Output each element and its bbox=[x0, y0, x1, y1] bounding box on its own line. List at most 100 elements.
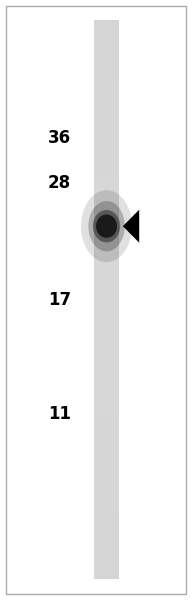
Bar bbox=[94, 562, 119, 568]
Bar bbox=[94, 127, 119, 133]
Bar bbox=[94, 406, 119, 412]
Bar bbox=[94, 389, 119, 395]
Bar bbox=[94, 271, 119, 278]
Bar bbox=[94, 367, 119, 373]
Bar bbox=[94, 71, 119, 77]
Bar bbox=[94, 333, 119, 339]
Bar bbox=[94, 65, 119, 71]
Bar bbox=[94, 98, 119, 104]
Bar bbox=[94, 82, 119, 88]
Bar bbox=[94, 210, 119, 216]
Bar bbox=[94, 215, 119, 222]
Bar bbox=[94, 372, 119, 378]
Bar bbox=[94, 411, 119, 417]
Bar bbox=[94, 288, 119, 295]
Bar bbox=[94, 450, 119, 456]
Bar bbox=[94, 472, 119, 479]
Bar bbox=[94, 221, 119, 227]
Bar bbox=[94, 188, 119, 194]
Bar bbox=[94, 121, 119, 127]
Bar bbox=[94, 528, 119, 535]
Bar bbox=[94, 338, 119, 344]
Bar bbox=[94, 377, 119, 384]
Bar bbox=[94, 88, 119, 94]
Bar bbox=[94, 255, 119, 261]
Bar bbox=[94, 182, 119, 188]
Ellipse shape bbox=[96, 214, 117, 238]
Bar bbox=[94, 199, 119, 205]
Bar bbox=[94, 517, 119, 523]
Bar bbox=[94, 489, 119, 496]
Bar bbox=[94, 249, 119, 256]
Bar bbox=[94, 467, 119, 473]
Bar bbox=[94, 445, 119, 451]
Bar bbox=[94, 573, 119, 579]
Bar bbox=[94, 299, 119, 305]
Bar bbox=[94, 551, 119, 557]
Bar bbox=[94, 115, 119, 121]
Bar bbox=[94, 266, 119, 272]
Bar bbox=[94, 556, 119, 562]
Bar bbox=[94, 539, 119, 545]
Bar bbox=[94, 137, 119, 144]
Bar bbox=[94, 350, 119, 356]
Bar bbox=[94, 567, 119, 574]
Bar bbox=[94, 37, 119, 43]
Bar bbox=[94, 54, 119, 60]
Bar bbox=[94, 545, 119, 551]
Bar bbox=[94, 422, 119, 428]
Bar bbox=[94, 244, 119, 250]
Bar bbox=[94, 166, 119, 172]
Bar bbox=[94, 478, 119, 484]
Bar bbox=[94, 49, 119, 55]
Bar bbox=[94, 523, 119, 529]
Bar bbox=[94, 193, 119, 200]
Bar bbox=[94, 283, 119, 289]
Bar bbox=[94, 322, 119, 328]
Bar bbox=[94, 104, 119, 110]
Text: 11: 11 bbox=[48, 405, 71, 423]
Polygon shape bbox=[123, 210, 139, 242]
Bar bbox=[94, 311, 119, 317]
Bar bbox=[94, 355, 119, 361]
Bar bbox=[94, 277, 119, 283]
Bar bbox=[94, 26, 119, 32]
Bar bbox=[94, 154, 119, 160]
Bar bbox=[94, 132, 119, 138]
Bar bbox=[94, 416, 119, 423]
Bar bbox=[94, 428, 119, 434]
Bar bbox=[94, 305, 119, 311]
Bar bbox=[94, 344, 119, 350]
Bar bbox=[94, 439, 119, 445]
Bar bbox=[94, 238, 119, 244]
Bar bbox=[94, 461, 119, 467]
Bar bbox=[94, 294, 119, 300]
Bar bbox=[94, 506, 119, 512]
Bar bbox=[94, 260, 119, 266]
Bar bbox=[94, 227, 119, 233]
Bar bbox=[94, 171, 119, 177]
Text: 17: 17 bbox=[48, 291, 71, 309]
Bar bbox=[94, 500, 119, 506]
Bar bbox=[94, 316, 119, 322]
Bar bbox=[94, 511, 119, 518]
Bar bbox=[94, 110, 119, 116]
Ellipse shape bbox=[93, 210, 120, 242]
Bar bbox=[94, 93, 119, 99]
Bar bbox=[94, 383, 119, 389]
Bar bbox=[94, 394, 119, 400]
Bar bbox=[94, 400, 119, 406]
Bar bbox=[94, 43, 119, 49]
Ellipse shape bbox=[97, 217, 116, 235]
Bar bbox=[94, 484, 119, 490]
Bar bbox=[94, 494, 119, 501]
Bar bbox=[94, 328, 119, 334]
Text: 36: 36 bbox=[48, 129, 71, 147]
Ellipse shape bbox=[88, 201, 125, 251]
Bar bbox=[94, 534, 119, 540]
Bar bbox=[94, 361, 119, 367]
Bar bbox=[94, 32, 119, 38]
Bar bbox=[94, 176, 119, 183]
Bar bbox=[94, 59, 119, 65]
Bar bbox=[94, 205, 119, 211]
